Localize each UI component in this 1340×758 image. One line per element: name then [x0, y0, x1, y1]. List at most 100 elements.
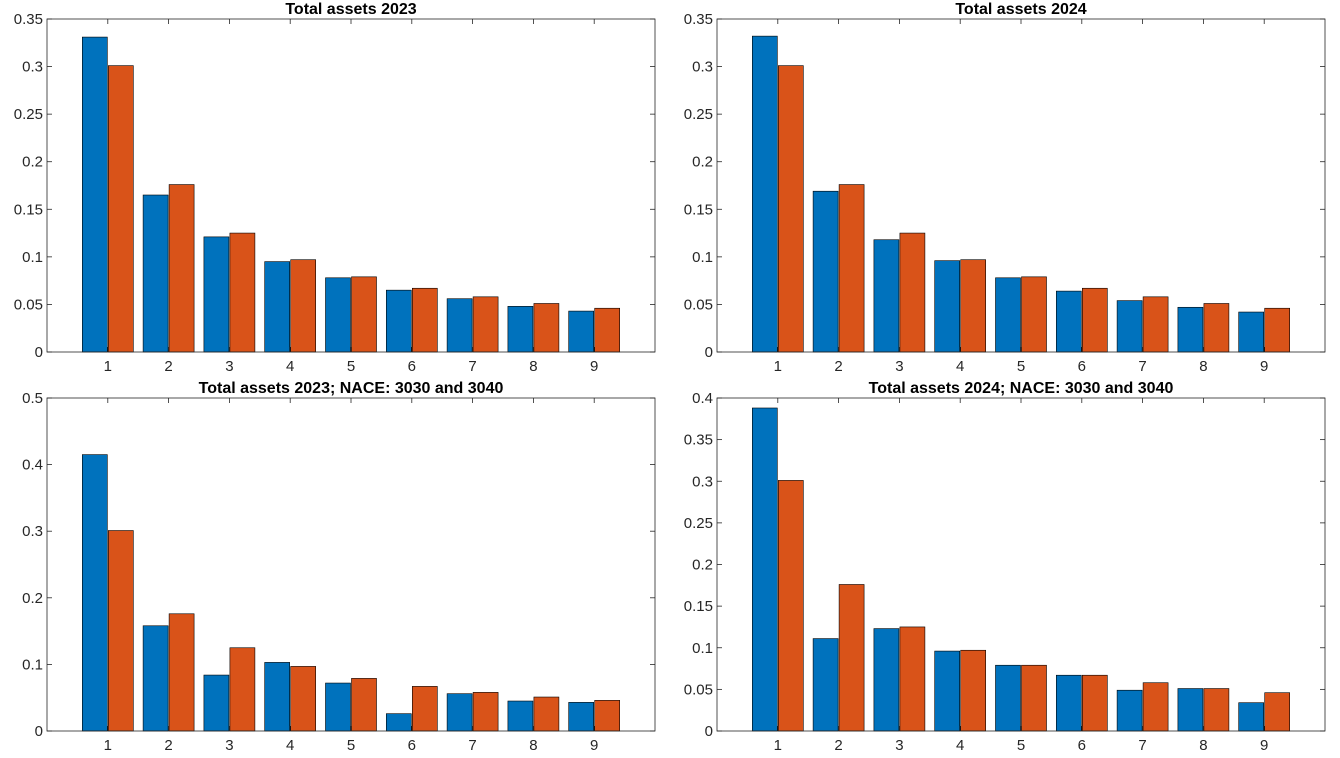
axes-box	[46, 397, 656, 732]
bar-series-2-cat-3	[229, 232, 256, 353]
x-tick-label: 1	[104, 358, 112, 375]
bar-series-2-cat-9	[594, 307, 621, 353]
bar-series-1-cat-8	[507, 306, 534, 353]
bar-chart-total-assets-2024-nace: Total assets 2024; NACE: 3030 and 3040 0 0…	[684, 380, 1326, 754]
bar-series-1-cat-7	[1116, 689, 1143, 732]
bar-series-2-cat-9	[594, 700, 621, 732]
bar-series-1-cat-4	[264, 662, 291, 732]
y-tick-label: 0.1	[692, 249, 713, 266]
bar-series-1-cat-6	[385, 289, 412, 353]
bar-series-2-cat-2	[168, 613, 195, 732]
bar-series-2-cat-8	[533, 303, 560, 353]
bar-series-2-cat-8	[533, 696, 560, 732]
bar-series-1-cat-9	[1238, 311, 1265, 353]
y-tick-label: 0.3	[22, 523, 43, 540]
bar-chart-total-assets-2023: Total assets 2023 0 0.05 0.1 0.15 0.2 0.25 0.3 0…	[14, 1, 656, 375]
bar-series-2-cat-8	[1203, 303, 1230, 353]
bar-series-1-cat-1	[82, 36, 108, 353]
bar-series-2-cat-7	[472, 296, 499, 353]
bar-series-1-cat-3	[203, 236, 230, 353]
bar-series-2-cat-4	[960, 259, 987, 353]
bar-series-2-cat-2	[838, 184, 865, 353]
x-tick-label: 9	[590, 358, 598, 375]
axes-box	[46, 18, 656, 353]
bar-series-2-cat-5	[1021, 276, 1047, 353]
bar-series-2-cat-9	[1264, 692, 1291, 732]
bar-series-1-cat-2	[812, 190, 839, 353]
x-tick-label: 1	[774, 737, 782, 754]
bar-series-1-cat-8	[1177, 688, 1204, 732]
x-tick-label: 6	[408, 358, 416, 375]
x-tick-label: 9	[1260, 358, 1268, 375]
y-tick-label: 0.2	[22, 590, 43, 607]
bar-series-2-cat-1	[778, 65, 804, 353]
chart-title: Total assets 2024; NACE: 3030 and 3040	[869, 380, 1174, 397]
bar-series-1-cat-8	[507, 700, 534, 732]
x-tick-label: 4	[286, 737, 294, 754]
bar-series-2-cat-2	[168, 184, 195, 353]
bar-series-1-cat-6	[1055, 674, 1082, 732]
bar-series-1-cat-5	[325, 682, 351, 732]
bar-series-2-cat-3	[229, 647, 256, 732]
y-tick-label: 0.25	[684, 515, 713, 532]
axes-box	[716, 397, 1326, 732]
x-tick-label: 6	[1078, 737, 1086, 754]
x-tick-label: 2	[164, 358, 172, 375]
y-tick-label: 0	[35, 344, 43, 361]
x-tick-label: 9	[1260, 737, 1268, 754]
y-tick-label: 0.2	[22, 154, 43, 171]
chart-title: Total assets 2024	[955, 1, 1086, 18]
x-tick-label: 3	[895, 737, 903, 754]
y-tick-label: 0.1	[22, 656, 43, 673]
x-tick-label: 3	[895, 358, 903, 375]
bar-series-2-cat-1	[778, 480, 804, 732]
x-tick-label: 6	[1078, 358, 1086, 375]
chart-panel-total-assets-2024: Total assets 2024 0 0.05 0.1 0.15 0.2 0.25 0.3 0…	[670, 0, 1340, 379]
x-tick-label: 8	[529, 358, 537, 375]
x-tick-label: 7	[1138, 358, 1146, 375]
bar-chart-total-assets-2024: Total assets 2024 0 0.05 0.1 0.15 0.2 0.25 0.3 0…	[684, 1, 1326, 375]
bar-series-2-cat-7	[472, 692, 499, 732]
x-tick-label: 4	[956, 358, 964, 375]
y-tick-label: 0.3	[692, 59, 713, 76]
bar-series-1-cat-1	[752, 407, 778, 732]
bar-series-2-cat-4	[290, 666, 317, 732]
bar-series-2-cat-4	[960, 649, 987, 732]
x-tick-label: 2	[834, 358, 842, 375]
x-tick-label: 5	[347, 737, 355, 754]
chart-panel-total-assets-2023-nace: Total assets 2023; NACE: 3030 and 3040 0 0…	[0, 379, 670, 758]
bar-series-1-cat-3	[873, 239, 900, 353]
chart-panel-total-assets-2023: Total assets 2023 0 0.05 0.1 0.15 0.2 0.25 0.3 0…	[0, 0, 670, 379]
y-tick-label: 0.15	[684, 598, 713, 615]
y-tick-label: 0.35	[684, 432, 713, 449]
bar-series-1-cat-7	[446, 298, 473, 353]
chart-title: Total assets 2023; NACE: 3030 and 3040	[199, 380, 504, 397]
y-tick-label: 0.2	[692, 557, 713, 574]
x-tick-label: 3	[225, 737, 233, 754]
y-tick-label: 0.3	[22, 59, 43, 76]
bar-series-1-cat-2	[142, 194, 169, 353]
y-tick-label: 0.5	[22, 390, 43, 407]
x-tick-label: 2	[164, 737, 172, 754]
bar-series-1-cat-4	[934, 260, 961, 353]
y-tick-label: 0	[705, 344, 713, 361]
bar-series-2-cat-5	[351, 678, 377, 732]
bar-series-1-cat-5	[995, 664, 1021, 732]
bar-series-2-cat-3	[899, 626, 926, 732]
y-tick-label: 0.35	[14, 11, 43, 28]
y-tick-label: 0.1	[692, 640, 713, 657]
x-tick-label: 2	[834, 737, 842, 754]
bar-series-2-cat-9	[1264, 307, 1291, 353]
bar-series-1-cat-4	[264, 261, 291, 353]
y-tick-label: 0.35	[684, 11, 713, 28]
bar-series-1-cat-3	[203, 674, 230, 732]
bar-series-1-cat-9	[1238, 702, 1265, 732]
y-tick-label: 0.15	[684, 201, 713, 218]
y-tick-label: 0.4	[692, 390, 713, 407]
y-tick-label: 0	[35, 723, 43, 740]
bar-series-1-cat-5	[995, 277, 1021, 353]
bar-series-2-cat-6	[411, 686, 438, 732]
y-tick-label: 0.05	[684, 296, 713, 313]
axes-box	[716, 18, 1326, 353]
bar-series-1-cat-9	[568, 310, 595, 353]
